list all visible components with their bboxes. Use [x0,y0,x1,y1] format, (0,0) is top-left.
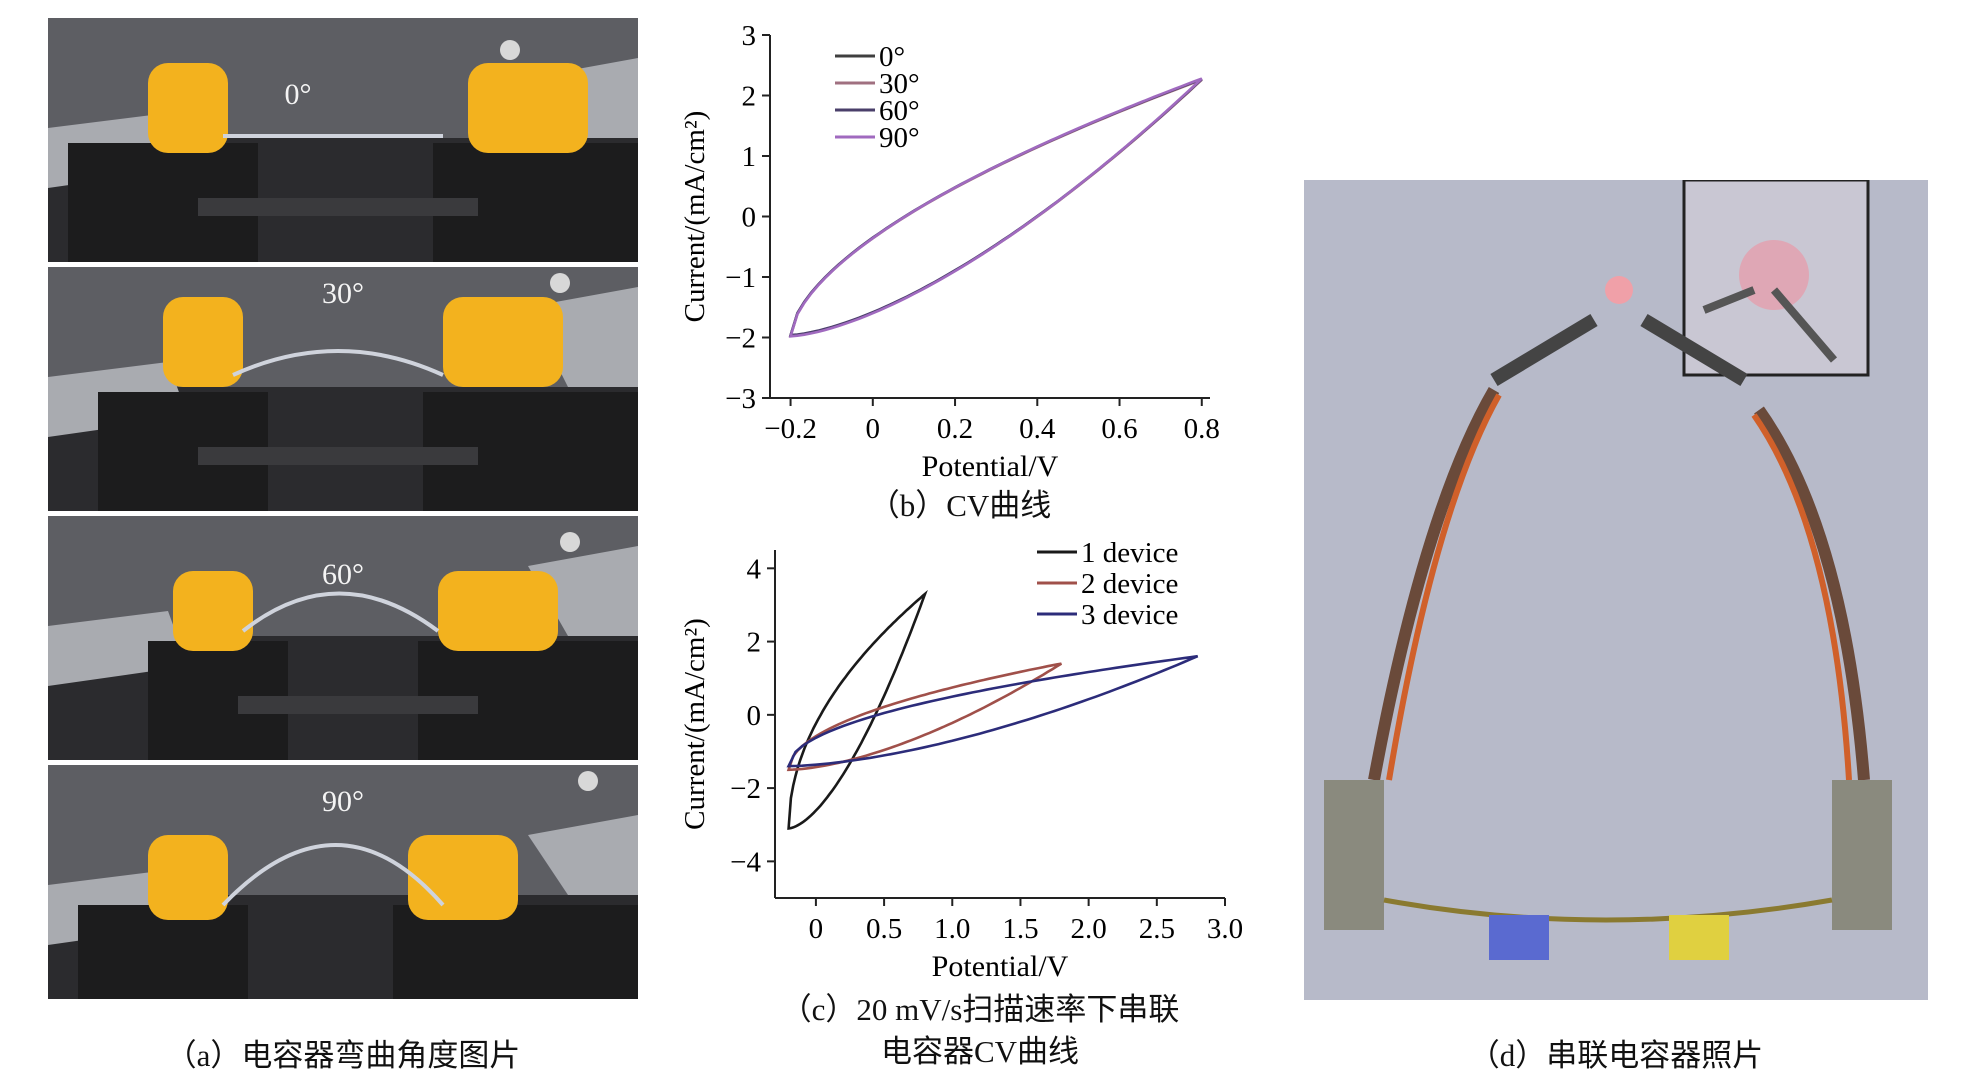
caption-c-line2: 电容器CV曲线 [880,1034,1080,1069]
x-tick-label: 2.5 [1139,913,1175,945]
bending-photo-30-illustration [48,267,638,511]
legend-label: 3 device [1081,599,1178,631]
y-tick-label: −2 [725,323,756,355]
chart-c-axes: 0 0.5 1.0 1.5 2.0 2.5 3.0 4 2 0 −2 −4 [730,550,1243,945]
x-tick-label: 0.5 [866,913,902,945]
x-tick-label: 0.8 [1184,413,1220,445]
legend-label: 2 device [1081,568,1178,600]
x-tick-label: 0.2 [937,413,973,445]
legend-label: 90° [879,122,920,154]
angle-label-90: 90° [322,785,364,818]
chart-c-y-axis-label: Current/(mA/cm²) [680,618,711,830]
cv-curve-2 [786,662,1063,772]
cv-curve-3 [786,654,1199,768]
chart-b-x-axis-label: Potential/V [922,450,1059,480]
y-tick-label: 1 [742,141,757,173]
chart-b-series [788,77,1203,338]
y-tick-label: 2 [742,81,757,113]
bending-photo-0-illustration [48,18,638,262]
angle-label-0: 0° [284,78,312,111]
y-tick-label: −1 [725,262,756,294]
series-capacitor-illustration [1304,178,1928,1000]
y-tick-label: 2 [747,627,762,659]
angle-label-60: 60° [322,558,364,591]
legend-label: 0° [879,41,905,73]
x-tick-label: −0.2 [764,413,817,445]
x-tick-label: 1.5 [1002,913,1038,945]
bending-photo-0: 0° [48,18,638,262]
y-tick-label: −4 [730,846,761,878]
bending-photo-60-illustration [48,516,638,760]
chart-b-axes: −0.2 0 0.2 0.4 0.6 0.8 3 2 1 0 −1 −2 −3 [725,20,1220,445]
chart-c-x-axis-label: Potential/V [932,950,1069,980]
caption-a: （a）电容器弯曲角度图片 [165,1038,521,1073]
bending-photo-60: 60° [48,516,638,760]
cv-curve-4 [788,77,1203,338]
chart-c-series [786,589,1199,830]
series-capacitor-photo [1304,178,1928,1000]
bending-photo-90-illustration [48,765,638,999]
cv-curve-1 [787,589,928,830]
y-tick-label: 4 [747,553,762,585]
x-tick-label: 0 [866,413,881,445]
chart-b-y-axis-label: Current/(mA/cm²) [680,111,711,323]
x-tick-label: 1.0 [934,913,970,945]
caption-c-line1: （c）20 mV/s扫描速率下串联 [780,992,1180,1027]
y-tick-label: −2 [730,773,761,805]
angle-label-30: 30° [322,277,364,310]
legend-label: 30° [879,68,920,100]
bending-photo-stack: 0° 30° [48,18,638,999]
x-tick-label: 2.0 [1071,913,1107,945]
y-tick-label: 0 [742,202,757,234]
y-tick-label: −3 [725,383,756,415]
bending-photo-90: 90° [48,765,638,999]
x-tick-label: 0.6 [1101,413,1137,445]
legend-label: 60° [879,95,920,127]
cv-curve-1 [788,77,1203,338]
cv-curve-3 [788,77,1203,337]
x-tick-label: 0.4 [1019,413,1056,445]
x-tick-label: 0 [809,913,824,945]
y-tick-label: 0 [747,700,762,732]
bending-photo-30: 30° [48,267,638,511]
legend-label: 1 device [1081,537,1178,569]
caption-d: （d）串联电容器照片 [1468,1038,1764,1073]
y-tick-label: 3 [742,20,757,52]
x-tick-label: 3.0 [1207,913,1243,945]
caption-b: （b）CV曲线 [868,488,1052,523]
chart-b-legend: 0°30°60°90° [835,41,920,154]
cv-curve-2 [788,78,1203,338]
